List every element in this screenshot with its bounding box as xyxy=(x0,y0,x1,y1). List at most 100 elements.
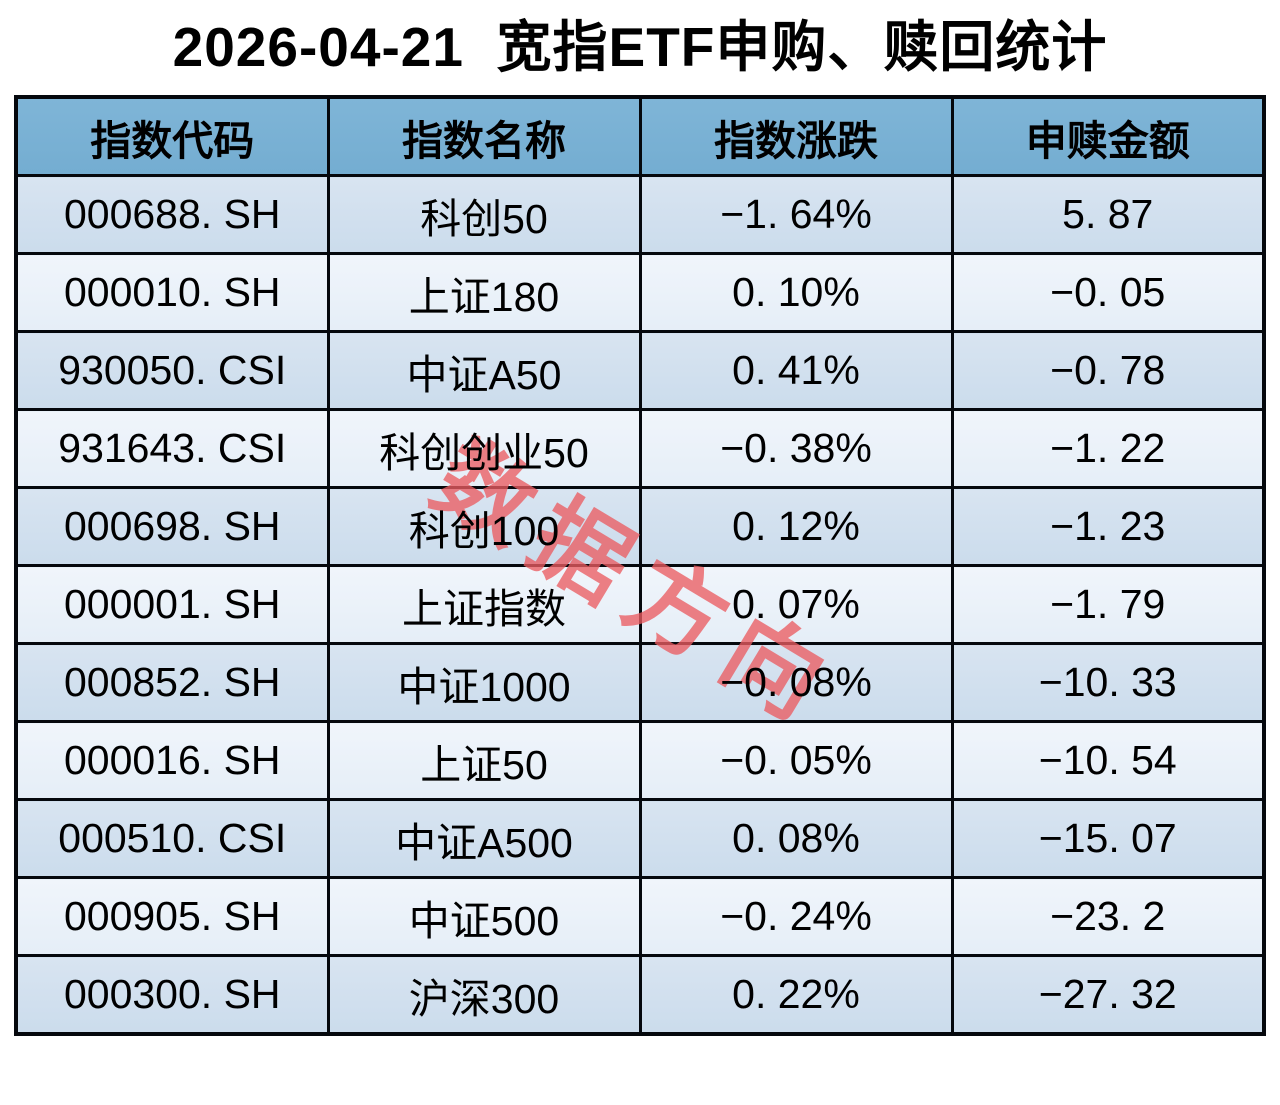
cell-index-code: 000688. SH xyxy=(14,174,330,255)
index-name-value: 上证指数 xyxy=(402,585,566,632)
cell-index-name: 中证500 xyxy=(326,876,642,957)
cell-flow-amount: −1. 23 xyxy=(950,486,1266,567)
cell-index-name: 科创创业50 xyxy=(326,408,642,489)
cell-index-code: 000698. SH xyxy=(14,486,330,567)
cell-index-name: 上证50 xyxy=(326,720,642,801)
cell-index-name: 中证A500 xyxy=(326,798,642,879)
flow-amount-value: −0. 78 xyxy=(1050,347,1166,393)
cell-index-name: 上证指数 xyxy=(326,564,642,645)
cell-index-name: 中证1000 xyxy=(326,642,642,723)
index-code-value: 000016. SH xyxy=(63,737,281,783)
cell-flow-amount: 5. 87 xyxy=(950,174,1266,255)
cell-index-code: 931643. CSI xyxy=(14,408,330,489)
cell-index-change: 0. 22% xyxy=(638,954,954,1036)
cell-index-code: 930050. CSI xyxy=(14,330,330,411)
cell-flow-amount: −1. 22 xyxy=(950,408,1266,489)
index-change-value: 0. 07% xyxy=(732,581,860,627)
flow-amount-value: −1. 23 xyxy=(1050,503,1166,549)
index-code-value: 000510. CSI xyxy=(58,815,287,861)
cell-index-change: 0. 41% xyxy=(638,330,954,411)
index-change-value: −0. 24% xyxy=(720,893,872,939)
index-code-value: 000905. SH xyxy=(63,893,281,939)
index-name-value: 中证500 xyxy=(408,897,560,944)
column-header-label: 申赎金额 xyxy=(1025,117,1190,164)
cell-index-change: 0. 10% xyxy=(638,252,954,333)
cell-index-code: 000510. CSI xyxy=(14,798,330,879)
cell-flow-amount: −0. 78 xyxy=(950,330,1266,411)
index-name-value: 中证A500 xyxy=(395,819,573,866)
flow-amount-value: −10. 33 xyxy=(1038,659,1177,705)
cell-index-name: 上证180 xyxy=(326,252,642,333)
cell-index-change: 0. 07% xyxy=(638,564,954,645)
cell-index-change: −1. 64% xyxy=(638,174,954,255)
cell-index-name: 科创50 xyxy=(326,174,642,255)
cell-index-change: −0. 38% xyxy=(638,408,954,489)
index-name-value: 中证1000 xyxy=(397,663,571,710)
flow-amount-value: −10. 54 xyxy=(1038,737,1177,783)
index-code-value: 000010. SH xyxy=(63,269,281,315)
index-name-value: 科创50 xyxy=(420,195,548,242)
cell-index-name: 中证A50 xyxy=(326,330,642,411)
flow-amount-value: −0. 05 xyxy=(1050,269,1166,315)
cell-index-change: −0. 08% xyxy=(638,642,954,723)
index-code-value: 930050. CSI xyxy=(58,347,287,393)
index-name-value: 沪深300 xyxy=(408,975,560,1022)
index-change-value: −0. 08% xyxy=(720,659,872,705)
cell-flow-amount: −10. 54 xyxy=(950,720,1266,801)
table-row: 000016. SH 上证50 −0. 05% −10. 54 xyxy=(14,720,1266,801)
cell-index-code: 000010. SH xyxy=(14,252,330,333)
cell-index-code: 000016. SH xyxy=(14,720,330,801)
table-row: 930050. CSI 中证A50 0. 41% −0. 78 xyxy=(14,330,1266,411)
index-name-value: 上证180 xyxy=(408,273,560,320)
cell-flow-amount: −10. 33 xyxy=(950,642,1266,723)
column-header-label: 指数代码 xyxy=(90,117,255,164)
table-row: 000010. SH 上证180 0. 10% −0. 05 xyxy=(14,252,1266,333)
etf-flow-table: 指数代码 指数名称 指数涨跌 申赎金额 000688. SH 科创50 −1. … xyxy=(14,95,1266,1036)
column-header-label: 指数涨跌 xyxy=(714,117,878,164)
column-header-index-code: 指数代码 xyxy=(14,95,330,177)
index-name-value: 科创100 xyxy=(408,507,560,554)
index-name-value: 中证A50 xyxy=(406,351,562,398)
column-header-index-change: 指数涨跌 xyxy=(638,95,954,177)
table-row: 000510. CSI 中证A500 0. 08% −15. 07 xyxy=(14,798,1266,879)
cell-index-change: −0. 05% xyxy=(638,720,954,801)
cell-index-code: 000905. SH xyxy=(14,876,330,957)
table-row: 000300. SH 沪深300 0. 22% −27. 32 xyxy=(14,954,1266,1036)
cell-index-change: −0. 24% xyxy=(638,876,954,957)
index-name-value: 科创创业50 xyxy=(379,429,589,476)
column-header-label: 指数名称 xyxy=(402,117,566,164)
index-code-value: 931643. CSI xyxy=(58,425,287,471)
index-change-value: −0. 38% xyxy=(720,425,872,471)
cell-flow-amount: −15. 07 xyxy=(950,798,1266,879)
index-code-value: 000852. SH xyxy=(63,659,281,705)
header-row: 指数代码 指数名称 指数涨跌 申赎金额 xyxy=(14,95,1266,177)
table-row: 000001. SH 上证指数 0. 07% −1. 79 xyxy=(14,564,1266,645)
cell-index-code: 000300. SH xyxy=(14,954,330,1036)
index-change-value: −1. 64% xyxy=(720,191,872,237)
cell-flow-amount: −0. 05 xyxy=(950,252,1266,333)
table-row: 931643. CSI 科创创业50 −0. 38% −1. 22 xyxy=(14,408,1266,489)
index-code-value: 000001. SH xyxy=(63,581,281,627)
index-change-value: 0. 12% xyxy=(732,503,860,549)
index-code-value: 000688. SH xyxy=(63,191,281,237)
flow-amount-value: −27. 32 xyxy=(1038,971,1177,1017)
page-title: 2026-04-21 宽指ETF申购、赎回统计 xyxy=(172,16,1108,78)
index-code-value: 000698. SH xyxy=(63,503,281,549)
cell-index-change: 0. 12% xyxy=(638,486,954,567)
cell-flow-amount: −23. 2 xyxy=(950,876,1266,957)
column-header-index-name: 指数名称 xyxy=(326,95,642,177)
flow-amount-value: −1. 22 xyxy=(1050,425,1166,471)
cell-index-code: 000852. SH xyxy=(14,642,330,723)
cell-index-change: 0. 08% xyxy=(638,798,954,879)
table-row: 000688. SH 科创50 −1. 64% 5. 87 xyxy=(14,174,1266,255)
cell-flow-amount: −1. 79 xyxy=(950,564,1266,645)
index-change-value: 0. 41% xyxy=(732,347,860,393)
flow-amount-value: 5. 87 xyxy=(1062,191,1154,237)
cell-index-name: 科创100 xyxy=(326,486,642,567)
flow-amount-value: −1. 79 xyxy=(1050,581,1166,627)
cell-index-code: 000001. SH xyxy=(14,564,330,645)
table-row: 000852. SH 中证1000 −0. 08% −10. 33 xyxy=(14,642,1266,723)
cell-index-name: 沪深300 xyxy=(326,954,642,1036)
flow-amount-value: −15. 07 xyxy=(1038,815,1177,861)
